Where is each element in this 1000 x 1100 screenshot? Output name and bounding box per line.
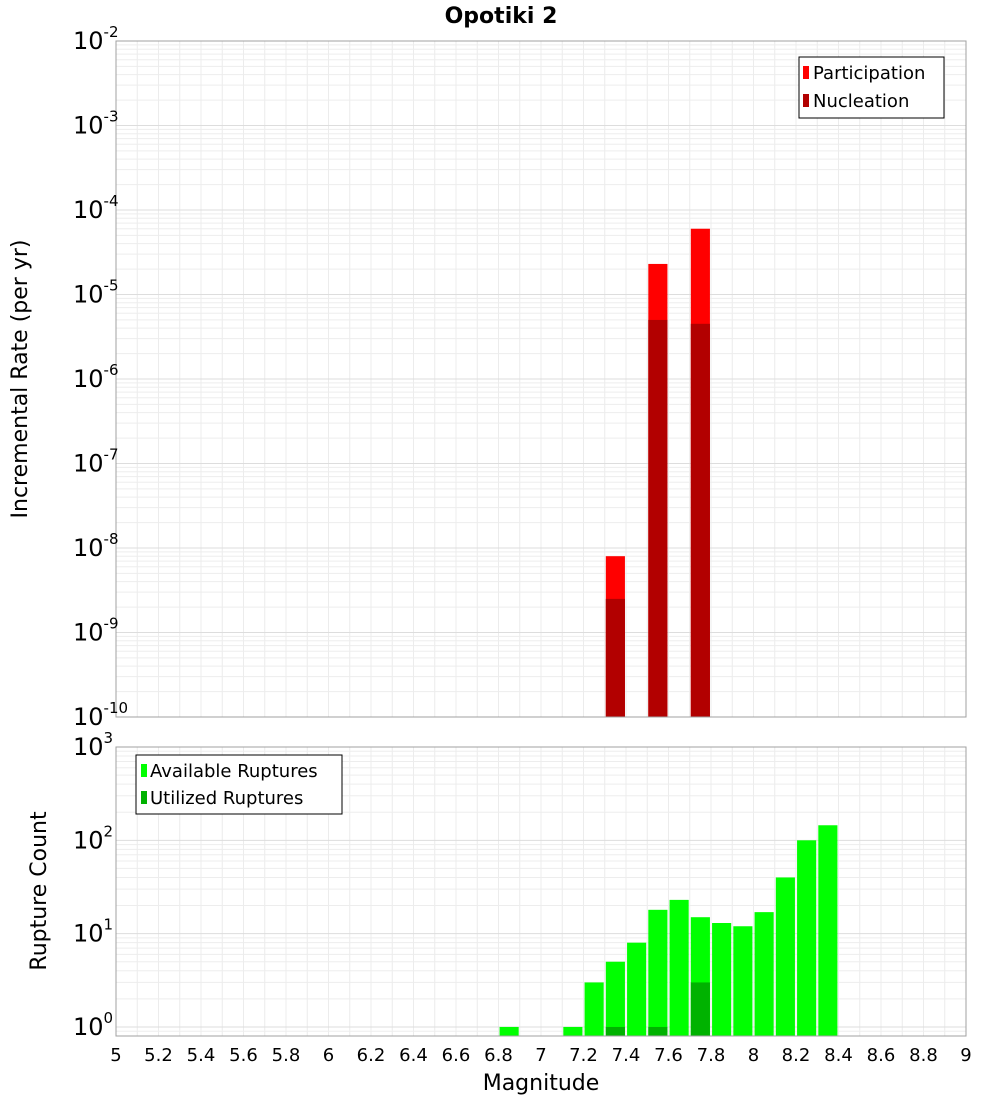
x-tick-label: 5 xyxy=(110,1045,121,1066)
count-bar-available-ruptures xyxy=(712,923,732,1036)
available-legend-swatch xyxy=(141,764,147,777)
x-tick-label: 5.6 xyxy=(229,1045,258,1066)
x-tick-label: 8.4 xyxy=(824,1045,853,1066)
rate-y-tick-label: 10-3 xyxy=(73,108,119,140)
count-bars xyxy=(499,825,838,1036)
count-bar-available-ruptures xyxy=(627,942,647,1036)
x-tick-label: 6.8 xyxy=(484,1045,513,1066)
x-tick-label: 8.8 xyxy=(909,1045,938,1066)
count-bar-available-ruptures xyxy=(669,899,689,1036)
count-bar-available-ruptures xyxy=(563,1026,583,1036)
count-bar-available-ruptures xyxy=(818,825,838,1036)
count-panel: 100 101 102 103 5 5.2 5.4 5.6 5.8 6 6.2 6.4 6.6 6.8 7… xyxy=(27,729,972,1096)
count-plot-frame xyxy=(115,746,967,1037)
x-tick-label: 5.4 xyxy=(187,1045,216,1066)
x-tick-label: 8.2 xyxy=(782,1045,811,1066)
nucleation-legend-swatch xyxy=(803,94,809,107)
utilized-legend-swatch xyxy=(141,791,147,804)
participation-legend-label: Participation xyxy=(813,63,925,84)
x-ticks: 5 5.2 5.4 5.6 5.8 6 6.2 6.4 6.6 6.8 7 7.2 7.4 7.6 7.8 8… xyxy=(110,1045,971,1066)
rate-y-tick-label: 10-8 xyxy=(73,530,119,562)
rate-plot-frame xyxy=(115,40,967,718)
x-tick-label: 7.2 xyxy=(569,1045,598,1066)
count-y-tick-label: 102 xyxy=(73,822,113,854)
rate-y-tick-label: 10-5 xyxy=(73,277,119,309)
rate-y-tick-label: 10-9 xyxy=(73,615,119,647)
count-bar-available-ruptures xyxy=(648,909,668,1036)
count-bar-available-ruptures xyxy=(605,961,625,1036)
count-bar-available-ruptures xyxy=(499,1026,519,1036)
x-tick-label: 7.4 xyxy=(612,1045,641,1066)
rate-y-tick-label: 10-6 xyxy=(73,361,119,393)
participation-legend-swatch xyxy=(803,66,809,79)
count-bar-utilized-ruptures xyxy=(648,1026,668,1036)
count-bar-available-ruptures xyxy=(775,877,795,1036)
x-tick-label: 6.2 xyxy=(357,1045,386,1066)
rate-y-ticks: 10-10 10-9 10-8 10-7 10-6 10-5 10-4 10-3 10-2 xyxy=(73,23,128,731)
x-tick-label: 9 xyxy=(960,1045,971,1066)
rate-legend: Participation Nucleation xyxy=(798,56,945,119)
count-legend-box xyxy=(135,754,343,815)
chart-title: Opotiki 2 xyxy=(445,4,558,29)
rate-bar-nucleation xyxy=(648,319,668,717)
rate-y-tick-label: 10-2 xyxy=(73,23,119,55)
x-tick-label: 8.6 xyxy=(867,1045,896,1066)
rate-y-tick-label: 10-10 xyxy=(73,699,128,731)
x-tick-label: 8 xyxy=(748,1045,759,1066)
x-tick-label: 5.8 xyxy=(272,1045,301,1066)
x-tick-label: 6 xyxy=(323,1045,334,1066)
rate-panel: 10-10 10-9 10-8 10-7 10-6 10-5 10-4 10-3 10-2 In… xyxy=(8,23,967,731)
rate-bar-nucleation xyxy=(690,323,710,717)
rate-bars xyxy=(605,228,710,717)
count-bar-utilized-ruptures xyxy=(690,982,710,1036)
rate-bar-nucleation xyxy=(605,598,625,717)
available-legend-label: Available Ruptures xyxy=(150,761,318,782)
rate-y-tick-label: 10-7 xyxy=(73,446,119,478)
count-y-tick-label: 100 xyxy=(73,1009,113,1041)
count-bar-available-ruptures xyxy=(733,926,753,1036)
count-bar-utilized-ruptures xyxy=(605,1026,625,1036)
count-bar-available-ruptures xyxy=(754,912,774,1036)
rate-grid xyxy=(115,40,967,718)
x-tick-label: 5.2 xyxy=(144,1045,173,1066)
rate-legend-box xyxy=(798,56,945,119)
nucleation-legend-label: Nucleation xyxy=(813,91,909,112)
count-y-ticks: 100 101 102 103 xyxy=(73,729,113,1041)
x-tick-label: 7.8 xyxy=(697,1045,726,1066)
rate-y-tick-label: 10-4 xyxy=(73,192,119,224)
rate-y-axis-label: Incremental Rate (per yr) xyxy=(8,240,33,519)
count-y-tick-label: 103 xyxy=(73,729,113,761)
x-tick-label: 6.4 xyxy=(399,1045,428,1066)
count-bar-available-ruptures xyxy=(797,840,817,1036)
count-legend: Available Ruptures Utilized Ruptures xyxy=(135,754,343,815)
x-axis-label: Magnitude xyxy=(483,1071,600,1096)
count-y-axis-label: Rupture Count xyxy=(27,811,52,971)
x-tick-label: 6.6 xyxy=(442,1045,471,1066)
count-y-tick-label: 101 xyxy=(73,916,113,948)
x-tick-label: 7 xyxy=(535,1045,546,1066)
utilized-legend-label: Utilized Ruptures xyxy=(150,788,303,809)
count-bar-available-ruptures xyxy=(584,982,604,1036)
x-tick-label: 7.6 xyxy=(654,1045,683,1066)
